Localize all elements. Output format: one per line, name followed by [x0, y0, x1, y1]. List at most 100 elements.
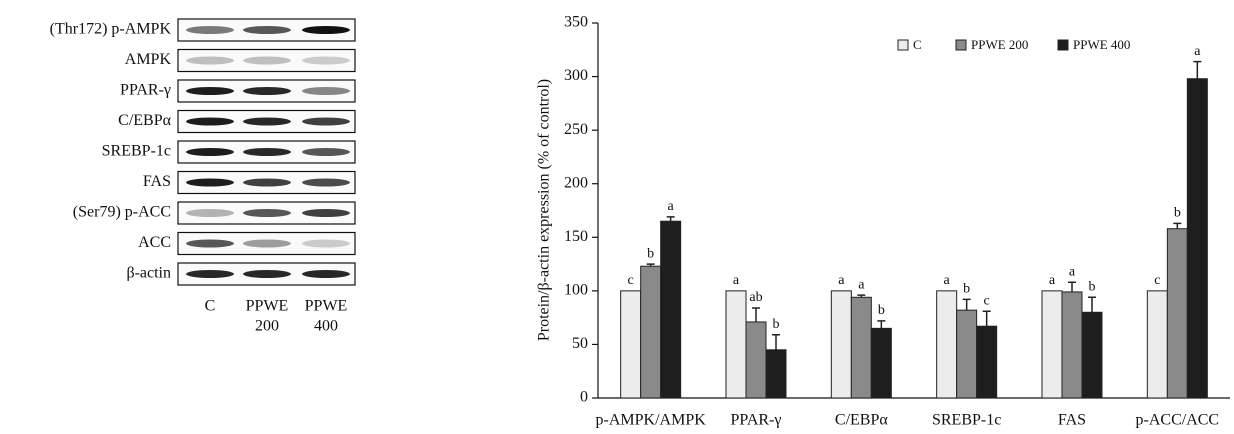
legend-label: PPWE 400	[1073, 37, 1130, 52]
significance-letter: a	[1069, 265, 1076, 280]
blot-row-label: SREBP-1c	[102, 143, 171, 160]
blot-row-label: (Ser79) p-ACC	[73, 204, 171, 221]
error-bar	[983, 311, 991, 326]
bar	[937, 291, 957, 398]
y-tick-label: 50	[572, 335, 588, 352]
blot-band	[186, 87, 234, 95]
blot-band	[302, 148, 350, 156]
blot-band	[243, 270, 291, 278]
bar	[977, 326, 997, 398]
blot-lane-label: PPWE	[246, 298, 289, 315]
y-tick-label: 250	[564, 121, 588, 138]
blot-band	[302, 26, 350, 34]
error-bar	[1193, 62, 1201, 79]
x-tick-label: p-ACC/ACC	[1136, 412, 1220, 429]
bar	[957, 310, 977, 398]
blot-band	[302, 270, 350, 278]
error-bar	[1068, 282, 1076, 292]
blot-band	[186, 209, 234, 217]
significance-letter: b	[963, 282, 970, 297]
x-tick-label: PPAR-γ	[731, 412, 782, 429]
blot-band	[243, 87, 291, 95]
blot-band	[243, 118, 291, 126]
legend-swatch	[1058, 40, 1068, 50]
significance-letter: b	[1174, 206, 1181, 221]
blot-band	[186, 240, 234, 248]
blot-band	[302, 179, 350, 187]
blot-band	[186, 57, 234, 65]
blot-row-label: β-actin	[126, 265, 171, 282]
blot-row-label: FAS	[143, 173, 171, 190]
y-tick-label: 350	[564, 14, 588, 31]
error-bar	[1088, 297, 1096, 312]
blot-row-label: ACC	[138, 234, 171, 251]
blot-band	[302, 118, 350, 126]
significance-letter: b	[773, 317, 780, 332]
blot-band	[243, 148, 291, 156]
blot-band	[302, 57, 350, 65]
legend-swatch	[898, 40, 908, 50]
blot-lane-label: PPWE	[305, 298, 348, 315]
blot-lane-label: 200	[255, 318, 279, 335]
bar	[641, 266, 661, 398]
blot-lane-label: C	[205, 298, 216, 315]
bar	[1062, 292, 1082, 398]
significance-letter: a	[668, 199, 675, 214]
blot-band	[243, 240, 291, 248]
blot-lane-label: 400	[314, 318, 338, 335]
blot-band	[186, 148, 234, 156]
legend-label: PPWE 200	[971, 37, 1028, 52]
significance-letter: a	[944, 273, 951, 288]
blot-band	[302, 209, 350, 217]
bar	[1082, 312, 1102, 398]
error-bar	[772, 335, 780, 350]
figure: Protein/β-actin expression (% of control…	[0, 0, 1234, 434]
y-tick-label: 150	[564, 228, 588, 245]
x-tick-label: p-AMPK/AMPK	[596, 412, 707, 429]
bar	[766, 350, 786, 398]
significance-letter: b	[878, 303, 885, 318]
bar	[1147, 291, 1167, 398]
x-tick-label: SREBP-1c	[932, 412, 1001, 429]
error-bar	[877, 321, 885, 329]
y-tick-label: 300	[564, 67, 588, 84]
bar	[1042, 291, 1062, 398]
blot-row-label: AMPK	[125, 51, 172, 68]
y-axis-label: Protein/β-actin expression (% of control…	[536, 79, 553, 341]
significance-letter: c	[1154, 273, 1160, 288]
bar	[746, 322, 766, 398]
bar	[1187, 79, 1207, 398]
legend-label: C	[913, 37, 922, 52]
bar	[831, 291, 851, 398]
significance-letter: a	[733, 273, 740, 288]
bar	[851, 297, 871, 398]
blot-band	[243, 26, 291, 34]
blot-band	[302, 87, 350, 95]
blot-band	[186, 179, 234, 187]
significance-letter: c	[984, 293, 990, 308]
blot-band	[186, 270, 234, 278]
significance-letter: a	[1049, 273, 1056, 288]
error-bar	[1173, 223, 1181, 228]
x-tick-label: FAS	[1058, 412, 1086, 429]
legend-swatch	[956, 40, 966, 50]
error-bar	[667, 217, 675, 221]
y-tick-label: 200	[564, 174, 588, 191]
blot-band	[243, 209, 291, 217]
blot-band	[243, 57, 291, 65]
blot-row-label: C/EBPα	[118, 112, 171, 129]
significance-letter: a	[1194, 44, 1201, 59]
bar	[726, 291, 746, 398]
blot-row-label: PPAR-γ	[120, 82, 171, 99]
x-tick-label: C/EBPα	[835, 412, 888, 429]
bar	[1167, 229, 1187, 398]
significance-letter: b	[647, 246, 654, 261]
bar	[661, 221, 681, 398]
bar	[621, 291, 641, 398]
blot-band	[186, 26, 234, 34]
significance-letter: a	[858, 277, 865, 292]
significance-letter: b	[1089, 280, 1096, 295]
significance-letter: c	[628, 273, 634, 288]
blot-band	[186, 118, 234, 126]
y-tick-label: 100	[564, 282, 588, 299]
